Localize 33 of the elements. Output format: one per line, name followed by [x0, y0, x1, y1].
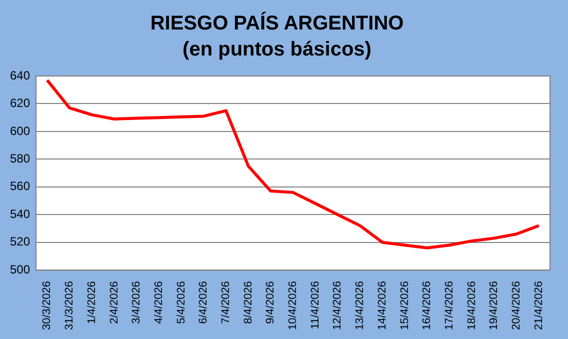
y-tick-label: 580	[10, 151, 30, 166]
y-tick-label: 520	[10, 234, 30, 249]
x-tick-label: 1/4/2026	[86, 281, 98, 324]
x-tick-label: 31/3/2026	[64, 281, 76, 330]
x-tick-label: 10/4/2026	[287, 281, 300, 330]
x-tick-label: 12/4/2026	[332, 281, 344, 330]
x-tick-label: 13/4/2026	[354, 281, 366, 330]
chart-subtitle: (en puntos básicos)	[182, 38, 372, 61]
x-tick-label: 3/4/2026	[130, 281, 143, 324]
x-tick-label: 21/4/2026	[532, 281, 545, 330]
x-tick-label: 5/4/2026	[175, 281, 188, 324]
x-tick-label: 18/4/2026	[466, 281, 478, 330]
x-tick-label: 14/4/2026	[376, 281, 388, 330]
y-tick-label: 600	[10, 124, 30, 138]
x-tick-label: 20/4/2026	[510, 281, 523, 330]
x-tick-label: 9/4/2026	[264, 281, 277, 324]
y-tick-label: 640	[10, 68, 30, 82]
x-tick-label: 15/4/2026	[398, 281, 411, 330]
x-tick-label: 19/4/2026	[488, 281, 500, 330]
x-tick-label: 6/4/2026	[198, 281, 210, 324]
y-tick-label: 540	[10, 206, 30, 221]
x-tick-label: 11/4/2026	[309, 281, 322, 330]
x-tick-label: 2/4/2026	[108, 281, 120, 324]
x-tick-label: 16/4/2026	[421, 281, 434, 330]
x-tick-label: 4/4/2026	[152, 281, 165, 324]
y-tick-label: 560	[10, 179, 30, 194]
y-tick-label: 500	[10, 262, 30, 276]
x-tick-label: 17/4/2026	[443, 281, 456, 330]
y-tick-label: 620	[10, 96, 30, 110]
x-tick-label: 8/4/2026	[242, 281, 254, 324]
x-tick-label: 7/4/2026	[220, 281, 232, 324]
chart-title: RIESGO PAÍS ARGENTINO	[150, 12, 404, 35]
x-tick-label: 30/3/2026	[41, 281, 54, 330]
